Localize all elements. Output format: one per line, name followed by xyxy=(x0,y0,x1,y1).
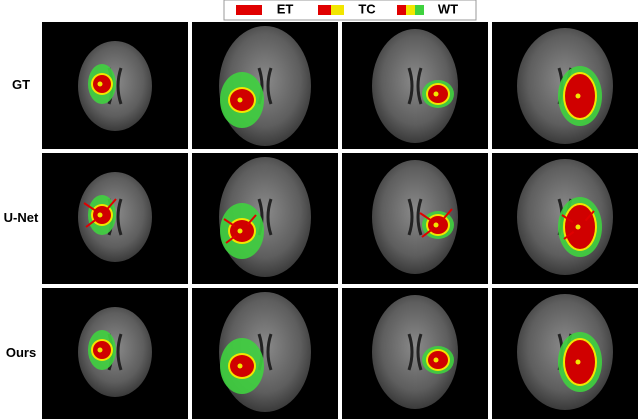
ventricle xyxy=(407,198,423,236)
legend-swatch xyxy=(406,5,415,15)
mri-panel xyxy=(342,22,488,149)
legend-swatch xyxy=(331,5,344,15)
necrosis xyxy=(433,91,439,97)
necrosis xyxy=(575,359,581,365)
row-label: Ours xyxy=(6,345,36,360)
mri-panel xyxy=(192,22,338,149)
necrosis xyxy=(433,357,439,363)
ventricle xyxy=(407,67,423,105)
arrow xyxy=(563,231,575,240)
mri-panel xyxy=(342,288,488,419)
arrow xyxy=(421,229,433,238)
necrosis xyxy=(237,363,243,369)
mri-panel xyxy=(192,153,338,284)
mri-panel xyxy=(492,22,638,149)
arrow xyxy=(223,218,236,228)
legend-label: TC xyxy=(358,1,376,16)
arrow xyxy=(106,198,117,210)
mri-panel xyxy=(192,288,338,419)
necrosis xyxy=(97,81,103,87)
necrosis xyxy=(237,97,243,103)
necrosis xyxy=(97,212,103,218)
necrosis xyxy=(575,224,581,230)
mri-panel xyxy=(342,153,488,284)
arrow xyxy=(584,210,595,222)
mri-panel xyxy=(492,153,638,284)
brain xyxy=(372,160,458,274)
mri-panel xyxy=(42,153,188,284)
mri-panel xyxy=(42,22,188,149)
legend-swatch xyxy=(236,5,262,15)
legend-label: ET xyxy=(277,1,294,16)
necrosis xyxy=(575,93,581,99)
arrow xyxy=(246,214,257,226)
ventricle xyxy=(407,333,423,371)
mri-panel xyxy=(42,288,188,419)
arrow xyxy=(419,212,432,222)
legend-swatch xyxy=(318,5,331,15)
row-label: GT xyxy=(12,77,30,92)
necrosis xyxy=(433,222,439,228)
arrow xyxy=(561,214,574,224)
mri-panel xyxy=(492,288,638,419)
arrow xyxy=(85,219,97,228)
legend-label: WT xyxy=(438,1,458,16)
brain xyxy=(372,295,458,409)
legend-swatch xyxy=(397,5,406,15)
arrow xyxy=(83,202,96,212)
row-label: U-Net xyxy=(4,210,39,225)
brain xyxy=(372,29,458,143)
legend-swatch xyxy=(415,5,424,15)
arrow xyxy=(442,208,453,220)
necrosis xyxy=(97,347,103,353)
necrosis xyxy=(237,228,243,234)
arrow xyxy=(225,235,237,244)
